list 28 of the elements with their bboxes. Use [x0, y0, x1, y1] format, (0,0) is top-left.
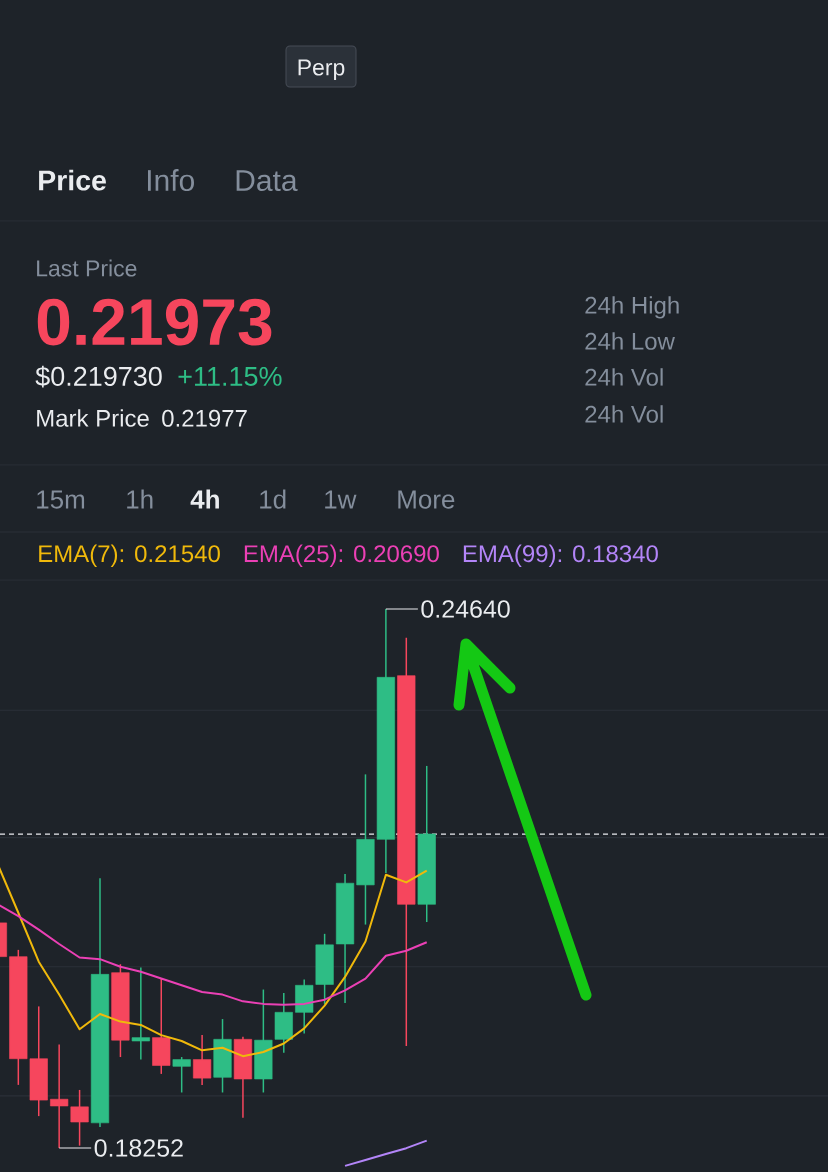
text: $0.219730 — [35, 365, 162, 388]
annotation: 0.18252 — [94, 1139, 183, 1157]
text: Perp — [298, 59, 345, 81]
candlestick — [193, 1034, 212, 1086]
text: 1d — [260, 489, 286, 509]
text: More — [398, 490, 455, 509]
text: 15m — [37, 490, 85, 509]
text: 24h Low — [585, 332, 675, 350]
text: 1w — [325, 490, 357, 509]
text: Data — [236, 170, 298, 192]
text: EMA(25): 0.20690 — [244, 544, 439, 567]
text: Mark Price — [37, 409, 149, 427]
text: +11.15% — [178, 366, 282, 386]
text: Info — [147, 169, 194, 192]
text: 4h — [190, 489, 219, 509]
candlestick — [131, 966, 150, 1061]
text: EMA(99): 0.18340 — [463, 544, 658, 567]
text: 24h Vol — [585, 405, 663, 423]
text: 1h — [127, 489, 153, 509]
text: Last Price — [37, 259, 137, 277]
text: Price — [39, 169, 106, 191]
text: 0.21977 — [162, 409, 247, 427]
candlestick — [172, 1056, 191, 1094]
text: EMA(7): 0.21540 — [39, 544, 220, 567]
text: 0.21973 — [37, 298, 272, 346]
text: 24h High — [585, 296, 679, 319]
text: 24h Vol — [585, 368, 663, 386]
annotation: 0.24640 — [421, 600, 510, 618]
